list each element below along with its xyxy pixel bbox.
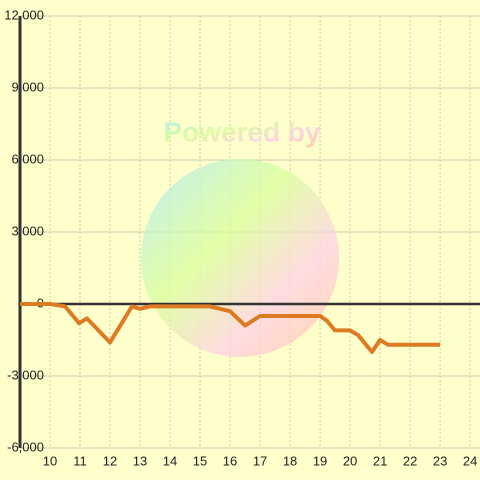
watermark-logo	[141, 159, 339, 357]
x-tick-label: 18	[283, 453, 297, 468]
x-tick-label: 16	[223, 453, 237, 468]
y-tick-label: 12,000	[4, 7, 44, 22]
y-tick-label: 6,000	[11, 151, 44, 166]
x-tick-label: 14	[163, 453, 177, 468]
plot: -6,000-3,00003,0006,0009,00012,000101112…	[4, 7, 480, 468]
x-tick-label: 20	[343, 453, 357, 468]
x-tick-label: 19	[313, 453, 327, 468]
x-tick-label: 10	[43, 453, 57, 468]
x-tick-label: 17	[253, 453, 267, 468]
x-tick-label: 13	[133, 453, 147, 468]
y-tick-label: -3,000	[7, 367, 44, 382]
x-tick-label: 15	[193, 453, 207, 468]
x-tick-label: 24	[463, 453, 477, 468]
x-tick-label: 12	[103, 453, 117, 468]
x-tick-label: 21	[373, 453, 387, 468]
y-tick-label: -6,000	[7, 439, 44, 454]
watermark-text: Powered by	[163, 116, 321, 147]
line-series	[20, 302, 441, 354]
y-tick-label: 3,000	[11, 223, 44, 238]
x-tick-label: 11	[73, 453, 87, 468]
y-tick-label: 9,000	[11, 79, 44, 94]
x-tick-label: 23	[433, 453, 447, 468]
x-tick-label: 22	[403, 453, 417, 468]
